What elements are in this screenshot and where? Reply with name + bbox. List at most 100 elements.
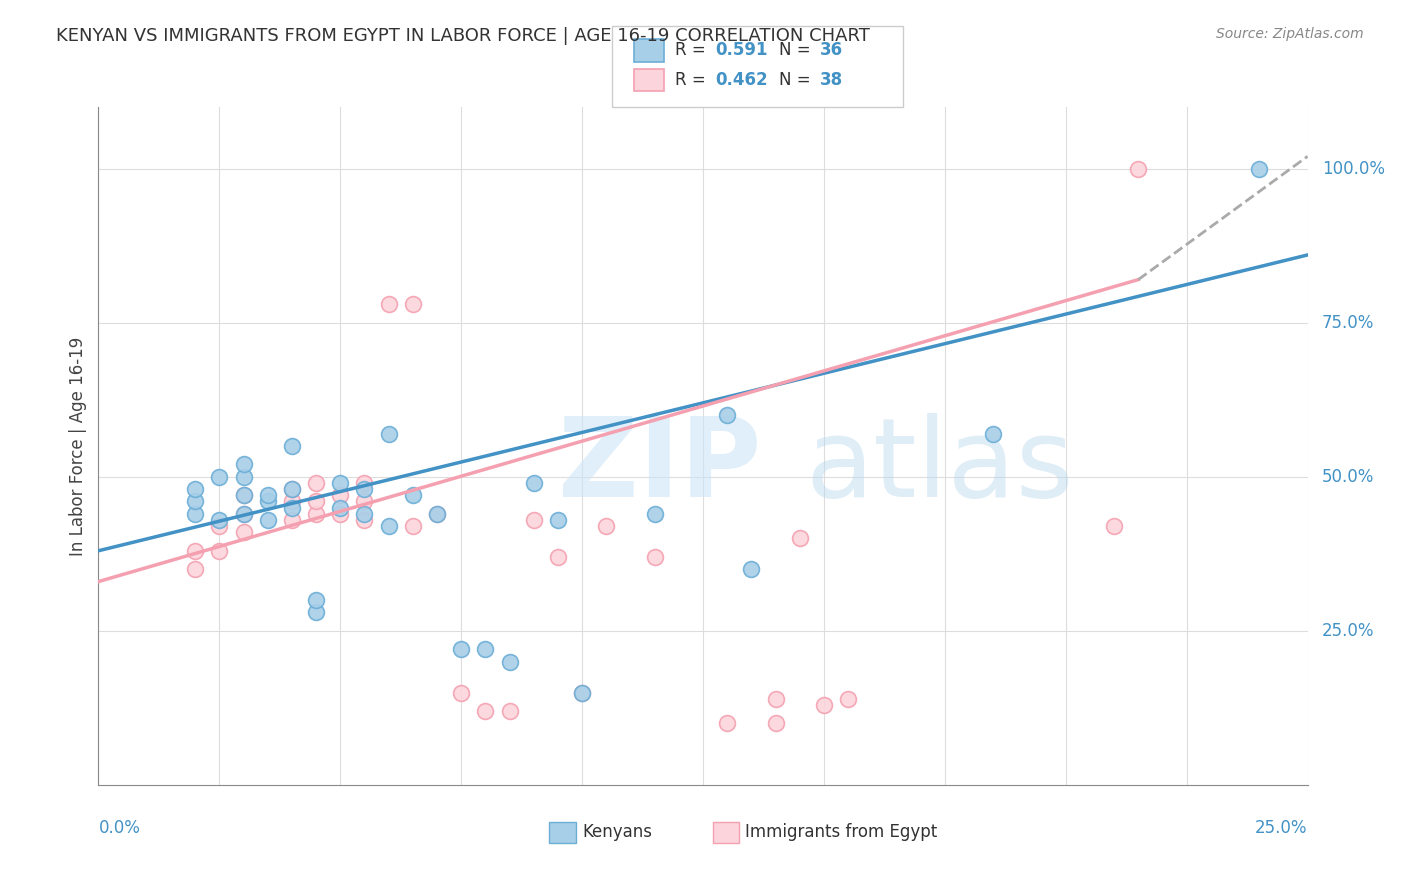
Point [353,494,375,508]
Point [184,562,207,576]
Text: Kenyans: Kenyans [582,823,652,841]
Text: KENYAN VS IMMIGRANTS FROM EGYPT IN LABOR FORCE | AGE 16-19 CORRELATION CHART: KENYAN VS IMMIGRANTS FROM EGYPT IN LABOR… [56,27,870,45]
Point [377,297,399,311]
Text: N =: N = [779,41,815,59]
Text: 50.0%: 50.0% [1322,467,1375,486]
Point [281,513,304,527]
Point [184,543,207,558]
Text: 25.0%: 25.0% [1322,622,1375,640]
Point [571,685,593,699]
Point [256,494,278,508]
Point [450,642,472,657]
Point [184,482,207,496]
Point [353,482,375,496]
Point [256,488,278,502]
Point [208,513,231,527]
Point [256,513,278,527]
Point [765,716,787,731]
Text: 100.0%: 100.0% [1322,160,1385,178]
Text: 36: 36 [820,41,844,59]
Point [765,691,787,706]
Point [208,470,231,484]
Point [281,494,304,508]
Point [740,562,762,576]
Point [281,482,304,496]
Point [208,543,231,558]
FancyBboxPatch shape [713,822,740,843]
Text: ZIP: ZIP [558,413,761,520]
Point [329,475,352,490]
Point [571,685,593,699]
Point [281,439,304,453]
Text: 25.0%: 25.0% [1256,819,1308,837]
Point [281,482,304,496]
Point [1102,519,1125,533]
Point [353,475,375,490]
Point [716,716,738,731]
Text: 38: 38 [820,71,844,89]
Point [426,507,449,521]
Point [523,475,546,490]
Text: Source: ZipAtlas.com: Source: ZipAtlas.com [1216,27,1364,41]
Point [232,488,254,502]
Point [232,458,254,472]
Text: N =: N = [779,71,815,89]
Point [208,519,231,533]
FancyBboxPatch shape [634,39,664,62]
Point [305,593,328,607]
Point [716,408,738,422]
Point [837,691,859,706]
Point [184,494,207,508]
Point [498,704,520,718]
Point [305,606,328,620]
Point [547,513,569,527]
Point [426,507,449,521]
Text: R =: R = [675,41,711,59]
Point [232,488,254,502]
Point [329,488,352,502]
Point [789,532,811,546]
Text: R =: R = [675,71,711,89]
Point [523,513,546,527]
Point [232,507,254,521]
Point [1249,161,1271,176]
FancyBboxPatch shape [613,26,903,107]
Point [232,507,254,521]
Point [644,549,666,564]
Point [474,642,496,657]
FancyBboxPatch shape [550,822,576,843]
Point [232,525,254,540]
Point [305,494,328,508]
Y-axis label: In Labor Force | Age 16-19: In Labor Force | Age 16-19 [69,336,87,556]
Point [281,500,304,515]
Text: Immigrants from Egypt: Immigrants from Egypt [745,823,938,841]
Point [377,426,399,441]
Point [402,488,425,502]
Point [305,475,328,490]
FancyBboxPatch shape [634,69,664,92]
Text: 0.0%: 0.0% [98,819,141,837]
Point [329,507,352,521]
Point [402,519,425,533]
Point [353,513,375,527]
Point [450,685,472,699]
Point [377,519,399,533]
Point [813,698,835,712]
Point [305,507,328,521]
Text: atlas: atlas [806,413,1074,520]
Point [981,426,1004,441]
Point [498,655,520,669]
Point [1128,161,1150,176]
Point [644,507,666,521]
Point [353,507,375,521]
Text: 0.591: 0.591 [716,41,768,59]
Point [232,470,254,484]
Point [547,549,569,564]
Point [184,507,207,521]
Point [329,500,352,515]
Point [474,704,496,718]
Text: 0.462: 0.462 [716,71,768,89]
Point [402,297,425,311]
Text: 75.0%: 75.0% [1322,314,1375,332]
Point [595,519,617,533]
